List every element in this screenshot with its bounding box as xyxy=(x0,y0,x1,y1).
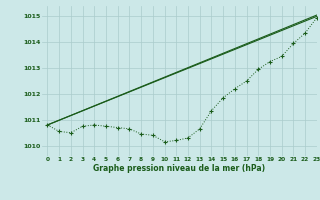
X-axis label: Graphe pression niveau de la mer (hPa): Graphe pression niveau de la mer (hPa) xyxy=(93,164,265,173)
